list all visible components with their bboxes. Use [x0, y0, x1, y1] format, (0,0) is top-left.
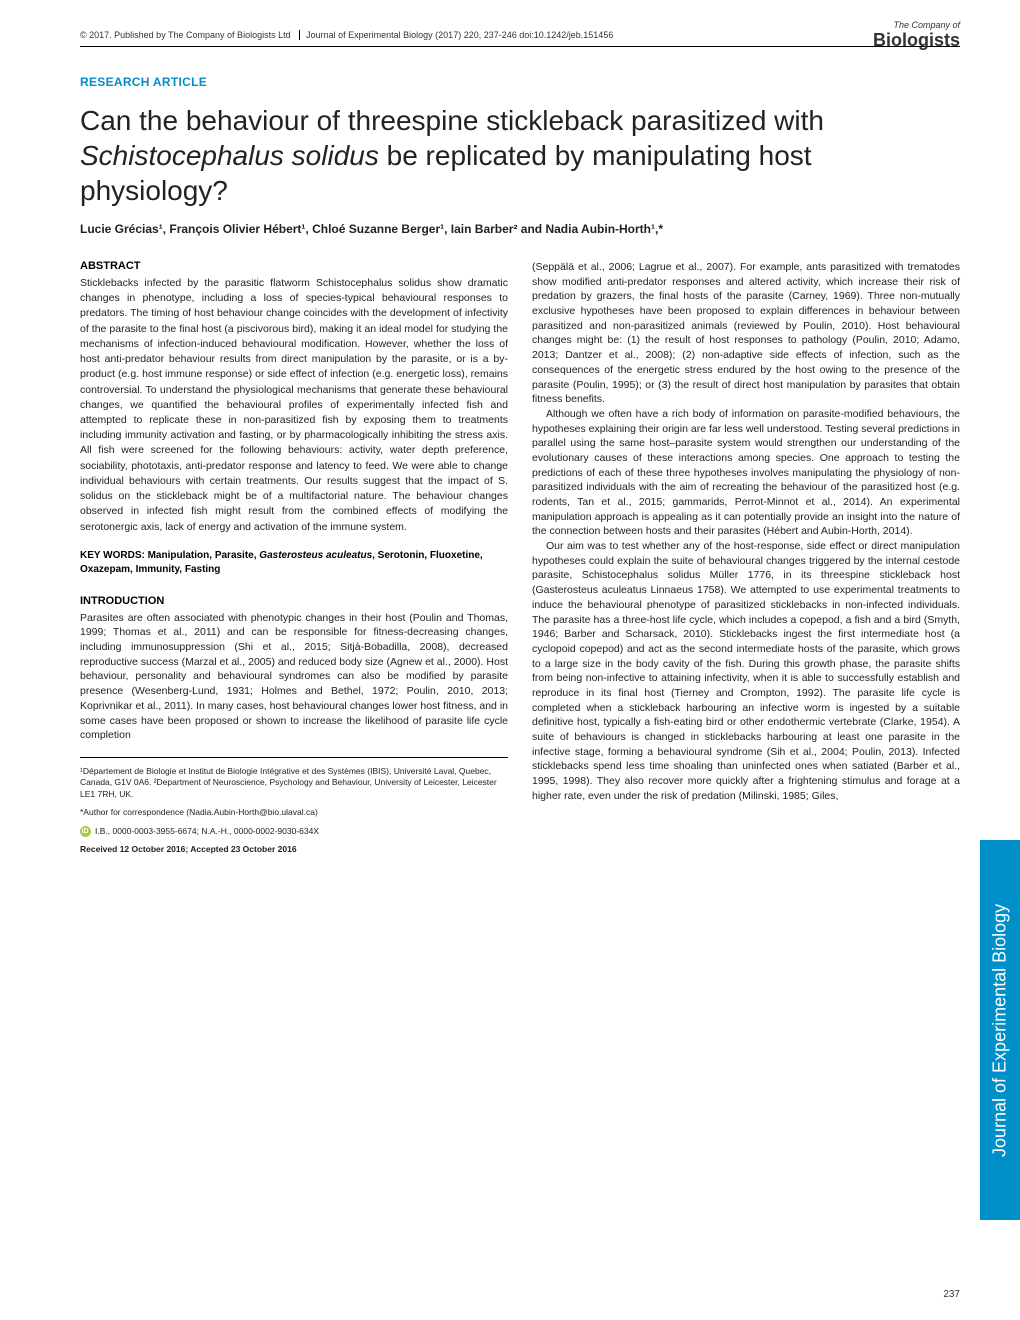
- right-column: (Seppälä et al., 2006; Lagrue et al., 20…: [532, 260, 960, 863]
- correspondence: *Author for correspondence (Nadia.Aubin-…: [80, 807, 508, 818]
- abstract-heading: ABSTRACT: [80, 260, 508, 272]
- orcid-icon: [80, 826, 91, 837]
- journal-ref: Journal of Experimental Biology (2017) 2…: [306, 30, 613, 40]
- logo-top: The Company of: [873, 20, 960, 30]
- orcid-line: I.B., 0000-0003-3955-6674; N.A.-H., 0000…: [80, 826, 508, 837]
- affiliations: ¹Département de Biologie et Institut de …: [80, 766, 508, 800]
- left-column: ABSTRACT Sticklebacks infected by the pa…: [80, 260, 508, 863]
- publisher-logo: The Company of Biologists: [873, 20, 960, 51]
- journal-side-tab: Journal of Experimental Biology: [980, 840, 1020, 1220]
- page-container: © 2017. Published by The Company of Biol…: [0, 0, 1020, 1320]
- authors: Lucie Grécias¹, François Olivier Hébert¹…: [80, 222, 960, 236]
- keywords: KEY WORDS: Manipulation, Parasite, Gaste…: [80, 549, 508, 577]
- content-columns: ABSTRACT Sticklebacks infected by the pa…: [80, 260, 960, 863]
- header-line: © 2017. Published by The Company of Biol…: [80, 30, 960, 47]
- introduction-heading: INTRODUCTION: [80, 595, 508, 607]
- page-number: 237: [943, 1289, 960, 1300]
- abstract-text: Sticklebacks infected by the parasitic f…: [80, 276, 508, 535]
- introduction-text: Parasites are often associated with phen…: [80, 611, 508, 743]
- logo-bottom: Biologists: [873, 30, 960, 51]
- footnotes: ¹Département de Biologie et Institut de …: [80, 757, 508, 856]
- body-right: (Seppälä et al., 2006; Lagrue et al., 20…: [532, 260, 960, 803]
- article-title: Can the behaviour of threespine stickleb…: [80, 103, 960, 208]
- article-type: RESEARCH ARTICLE: [80, 75, 960, 89]
- copyright: © 2017. Published by The Company of Biol…: [80, 30, 291, 40]
- received-dates: Received 12 October 2016; Accepted 23 Oc…: [80, 844, 508, 855]
